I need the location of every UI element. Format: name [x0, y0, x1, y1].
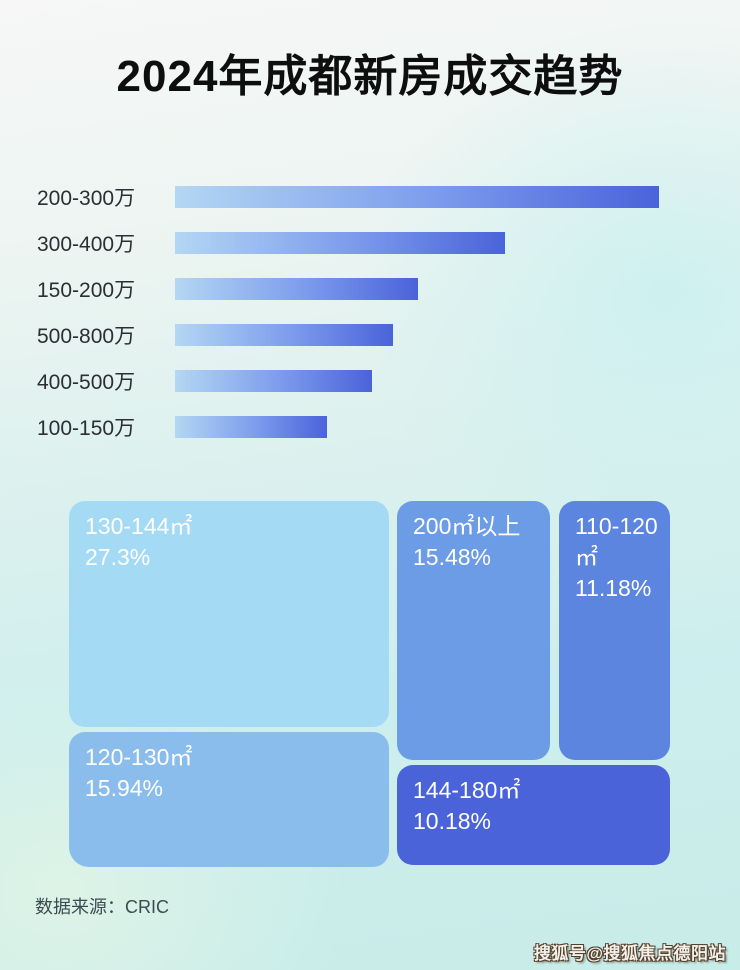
bar-label: 150-200万 [37, 279, 136, 302]
bar-row: 500-800万 [37, 324, 703, 348]
bar-track [175, 324, 659, 346]
bar-row: 200-300万 [37, 186, 703, 210]
treemap-block-120-130: 120-130㎡ 15.94% [69, 732, 389, 867]
bar-row: 400-500万 [37, 370, 703, 394]
price-range-bar-chart: 200-300万 300-400万 150-200万 500-800万 400-… [37, 186, 703, 440]
treemap-block-value: 15.94% [85, 775, 164, 802]
bar-track [175, 278, 659, 300]
bar [175, 186, 659, 208]
bar-label: 200-300万 [37, 187, 136, 210]
bar-track [175, 186, 659, 208]
watermark: 搜狐号@搜狐焦点德阳站 [533, 944, 726, 963]
bar [175, 416, 327, 438]
bar-label: 500-800万 [37, 325, 136, 348]
treemap-block-label: 110-120㎡ [575, 513, 658, 571]
bar-row: 150-200万 [37, 278, 703, 302]
treemap-block-130-144: 130-144㎡ 27.3% [69, 501, 389, 727]
bar [175, 370, 372, 392]
treemap-block-value: 10.18% [413, 808, 492, 835]
bar-label: 100-150万 [37, 417, 136, 440]
bar-row: 300-400万 [37, 232, 703, 256]
bar-row: 100-150万 [37, 416, 703, 440]
treemap-block-label: 144-180㎡ [413, 777, 521, 803]
bar-label: 400-500万 [37, 371, 136, 394]
bar-track [175, 370, 659, 392]
treemap-block-200-plus: 200㎡以上 15.48% [397, 501, 550, 760]
bar [175, 324, 393, 346]
bar-label: 300-400万 [37, 233, 136, 256]
treemap-block-value: 15.48% [413, 544, 492, 571]
bar [175, 278, 418, 300]
bar [175, 232, 506, 254]
page-title: 2024年成都新房成交趋势 [116, 52, 624, 101]
treemap-block-value: 27.3% [85, 544, 151, 571]
data-source-text: 数据来源：CRIC [35, 897, 169, 917]
treemap-block-144-180: 144-180㎡ 10.18% [397, 765, 670, 865]
treemap-block-label: 120-130㎡ [85, 744, 193, 770]
bar-track [175, 232, 659, 254]
area-range-treemap: 130-144㎡ 27.3% 120-130㎡ 15.94% 200㎡以上 15… [69, 501, 670, 867]
bar-track [175, 416, 659, 438]
treemap-block-value: 11.18% [575, 575, 652, 602]
treemap-block-label: 130-144㎡ [85, 513, 193, 539]
treemap-block-label: 200㎡以上 [413, 513, 521, 539]
treemap-block-110-120: 110-120㎡ 11.18% [559, 501, 670, 760]
